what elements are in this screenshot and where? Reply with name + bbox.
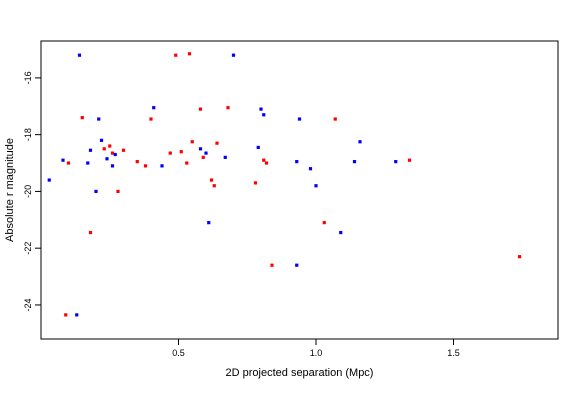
x-tick-label: 1.5 xyxy=(447,348,460,358)
red-data-point xyxy=(215,141,219,145)
red-data-point xyxy=(174,53,178,57)
blue-data-point xyxy=(223,155,227,159)
x-tick-label: 0.5 xyxy=(172,348,185,358)
y-tick-label: -24 xyxy=(23,298,33,311)
blue-data-point xyxy=(256,145,260,150)
blue-data-point xyxy=(295,160,299,164)
red-data-point xyxy=(253,181,258,185)
blue-data-point xyxy=(394,160,398,164)
blue-data-point xyxy=(231,53,236,57)
blue-data-point xyxy=(110,164,115,168)
red-data-point xyxy=(135,160,139,164)
blue-data-point xyxy=(97,117,101,121)
red-data-point xyxy=(149,117,153,121)
red-data-point xyxy=(187,52,192,56)
red-data-point xyxy=(517,255,522,259)
red-data-point xyxy=(143,164,148,168)
red-data-point xyxy=(226,106,230,110)
blue-data-point xyxy=(259,107,263,111)
blue-data-point xyxy=(207,221,211,225)
red-data-point xyxy=(121,148,126,152)
blue-data-point xyxy=(88,148,93,152)
blue-data-point xyxy=(75,313,79,317)
plot-frame xyxy=(40,40,559,340)
blue-data-point xyxy=(352,160,357,164)
blue-data-point xyxy=(314,184,318,188)
blue-data-point xyxy=(86,161,90,165)
red-data-point xyxy=(168,151,172,155)
red-data-point xyxy=(212,184,216,188)
red-data-point xyxy=(88,230,93,235)
red-data-point xyxy=(322,221,326,225)
blue-data-point xyxy=(204,151,208,155)
red-data-point xyxy=(102,147,106,151)
red-data-point xyxy=(108,144,112,148)
red-data-point xyxy=(185,161,189,165)
blue-data-point xyxy=(295,263,299,267)
red-data-point xyxy=(190,140,194,144)
y-axis-ticks: -16 -18 -20 -22 -24 xyxy=(23,71,41,311)
blue-data-point xyxy=(113,152,117,157)
blue-data-point xyxy=(358,140,362,144)
red-data-point xyxy=(264,161,269,165)
blue-data-point xyxy=(152,106,156,110)
blue-data-point xyxy=(160,164,164,168)
red-data-point xyxy=(179,150,183,154)
y-tick-label: -22 xyxy=(23,242,33,255)
blue-data-point xyxy=(47,178,51,182)
red-data-point xyxy=(201,155,205,159)
y-tick-label: -20 xyxy=(23,185,33,198)
x-axis-ticks: 0.5 1.0 1.5 xyxy=(172,339,460,358)
blue-data-point xyxy=(339,230,343,235)
red-data-point xyxy=(270,263,274,267)
red-data-point xyxy=(110,151,115,155)
y-tick-label: -18 xyxy=(23,128,33,141)
x-axis-label: 2D projected separation (Mpc) xyxy=(226,367,374,379)
blue-data-point xyxy=(308,167,313,171)
x-tick-label: 1.0 xyxy=(310,348,323,358)
y-tick-label: -16 xyxy=(23,71,33,84)
blue-data-point xyxy=(99,138,104,142)
red-data-point xyxy=(333,117,337,121)
blue-data-point xyxy=(105,157,109,161)
y-axis-label: Absolute r magnitude xyxy=(4,138,16,242)
red-data-point xyxy=(198,107,203,111)
blue-data-point xyxy=(198,147,203,151)
blue-data-point xyxy=(77,53,82,57)
blue-data-point xyxy=(262,113,266,117)
red-data-point xyxy=(209,178,214,182)
red-data-point xyxy=(66,161,71,165)
blue-data-point xyxy=(61,158,65,162)
red-data-point xyxy=(262,158,266,162)
blue-data-point xyxy=(94,189,98,194)
red-data-point xyxy=(64,313,68,317)
blue-data-point xyxy=(297,117,302,121)
red-data-point xyxy=(80,116,84,120)
red-data-point xyxy=(407,158,412,162)
data-points xyxy=(47,52,522,317)
red-data-point xyxy=(116,189,120,194)
